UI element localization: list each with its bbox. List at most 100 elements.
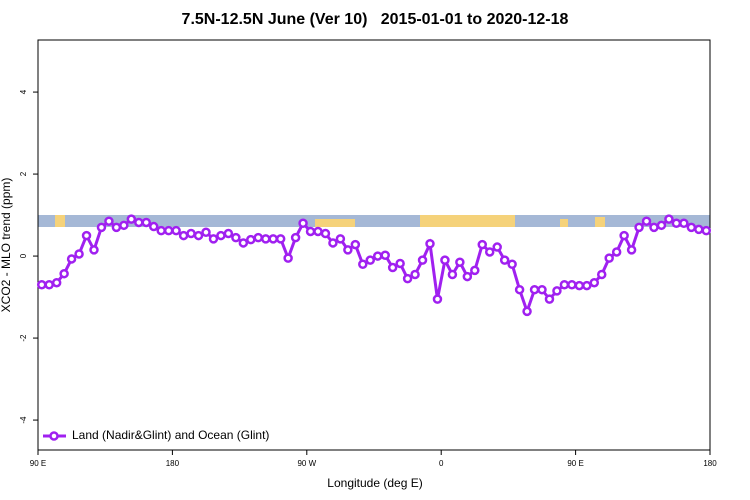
- data-point: [238, 238, 249, 248]
- y-tick-label: -2: [19, 334, 28, 342]
- data-point: [470, 265, 480, 276]
- land-strip: [315, 219, 355, 227]
- data-point: [186, 228, 196, 239]
- data-point: [305, 226, 316, 237]
- data-point: [529, 284, 540, 295]
- data-point: [455, 257, 465, 267]
- land-strip: [420, 215, 515, 227]
- data-point: [89, 245, 99, 255]
- y-tick-label: -4: [19, 416, 28, 424]
- series-line: [41, 217, 707, 317]
- data-point: [216, 230, 226, 241]
- data-point: [156, 225, 166, 236]
- data-point: [611, 247, 622, 257]
- data-point: [134, 217, 144, 228]
- data-point: [641, 216, 652, 226]
- data-point: [514, 284, 525, 295]
- x-tick-label: 180: [166, 459, 180, 468]
- data-point: [462, 271, 473, 282]
- data-point: [544, 294, 555, 304]
- y-tick-label: 0: [19, 253, 28, 258]
- data-point: [298, 218, 308, 229]
- y-tick-label: 2: [19, 171, 28, 176]
- data-point: [81, 230, 92, 241]
- data-point: [44, 280, 54, 290]
- data-point: [208, 234, 219, 244]
- data-point: [350, 239, 361, 250]
- data-point: [372, 251, 383, 261]
- x-tick-label: 90 W: [297, 459, 316, 468]
- data-point: [358, 259, 368, 270]
- data-point: [402, 273, 413, 284]
- data-point: [283, 253, 293, 263]
- data-point: [335, 234, 346, 244]
- data-point: [290, 232, 301, 243]
- data-point: [634, 222, 644, 233]
- data-point: [694, 224, 704, 235]
- plot-frame: [37, 39, 711, 451]
- data-point: [126, 214, 137, 224]
- x-tick-label: 180: [703, 459, 717, 468]
- data-point: [111, 222, 122, 233]
- legend-label: Land (Nadir&Glint) and Ocean (Glint): [72, 428, 269, 442]
- data-point: [163, 225, 174, 236]
- legend-marker: [49, 431, 59, 441]
- data-point: [59, 268, 69, 279]
- chart-title: 7.5N-12.5N June (Ver 10) 2015-01-01 to 2…: [182, 11, 569, 28]
- data-point: [679, 218, 689, 229]
- land-strip: [55, 215, 65, 227]
- data-point: [604, 253, 614, 263]
- data-point: [671, 218, 682, 229]
- data-point: [380, 250, 390, 260]
- data-point: [552, 286, 562, 296]
- data-point: [686, 222, 697, 233]
- data-point: [701, 225, 712, 236]
- data-point: [567, 280, 577, 290]
- data-point: [104, 216, 114, 226]
- data-point: [51, 277, 62, 288]
- data-point: [507, 259, 517, 270]
- x-tick-label: 0: [439, 459, 444, 468]
- data-point: [365, 255, 376, 265]
- x-tick-label: 90 E: [567, 459, 583, 468]
- map-strip: [38, 215, 710, 227]
- data-point: [171, 225, 181, 236]
- data-point: [626, 245, 637, 255]
- ocean-strip: [38, 215, 710, 227]
- y-axis-label: XCO2 - MLO trend (ppm): [0, 178, 13, 313]
- x-tick-label: 90 E: [30, 459, 46, 468]
- data-point: [231, 232, 241, 243]
- data-point: [253, 232, 264, 243]
- data-point: [477, 239, 488, 250]
- data-point: [320, 228, 331, 239]
- data-point: [193, 230, 204, 241]
- x-axis-label: Longitude (deg E): [327, 476, 422, 490]
- data-point: [582, 280, 592, 291]
- land-strip: [595, 217, 605, 227]
- data-point: [178, 230, 189, 241]
- data-point: [440, 255, 450, 265]
- data-point: [74, 249, 84, 259]
- data-point: [223, 228, 234, 239]
- data-point: [574, 280, 585, 291]
- data-point: [596, 269, 607, 280]
- data-point: [522, 306, 532, 317]
- data-point: [537, 284, 547, 295]
- data-point: [410, 269, 420, 280]
- data-point: [425, 239, 435, 249]
- data-point: [328, 238, 338, 248]
- data-point: [268, 234, 278, 244]
- data-point: [246, 234, 256, 245]
- data-point: [201, 227, 211, 238]
- data-point: [343, 245, 353, 255]
- data-point: [484, 247, 495, 257]
- data-point: [119, 220, 129, 231]
- data-point: [619, 230, 629, 241]
- data-point: [96, 222, 107, 233]
- land-strip: [560, 219, 568, 227]
- data-point: [447, 269, 458, 280]
- data-point: [559, 280, 570, 290]
- data-point: [141, 217, 152, 228]
- data-point: [649, 222, 659, 233]
